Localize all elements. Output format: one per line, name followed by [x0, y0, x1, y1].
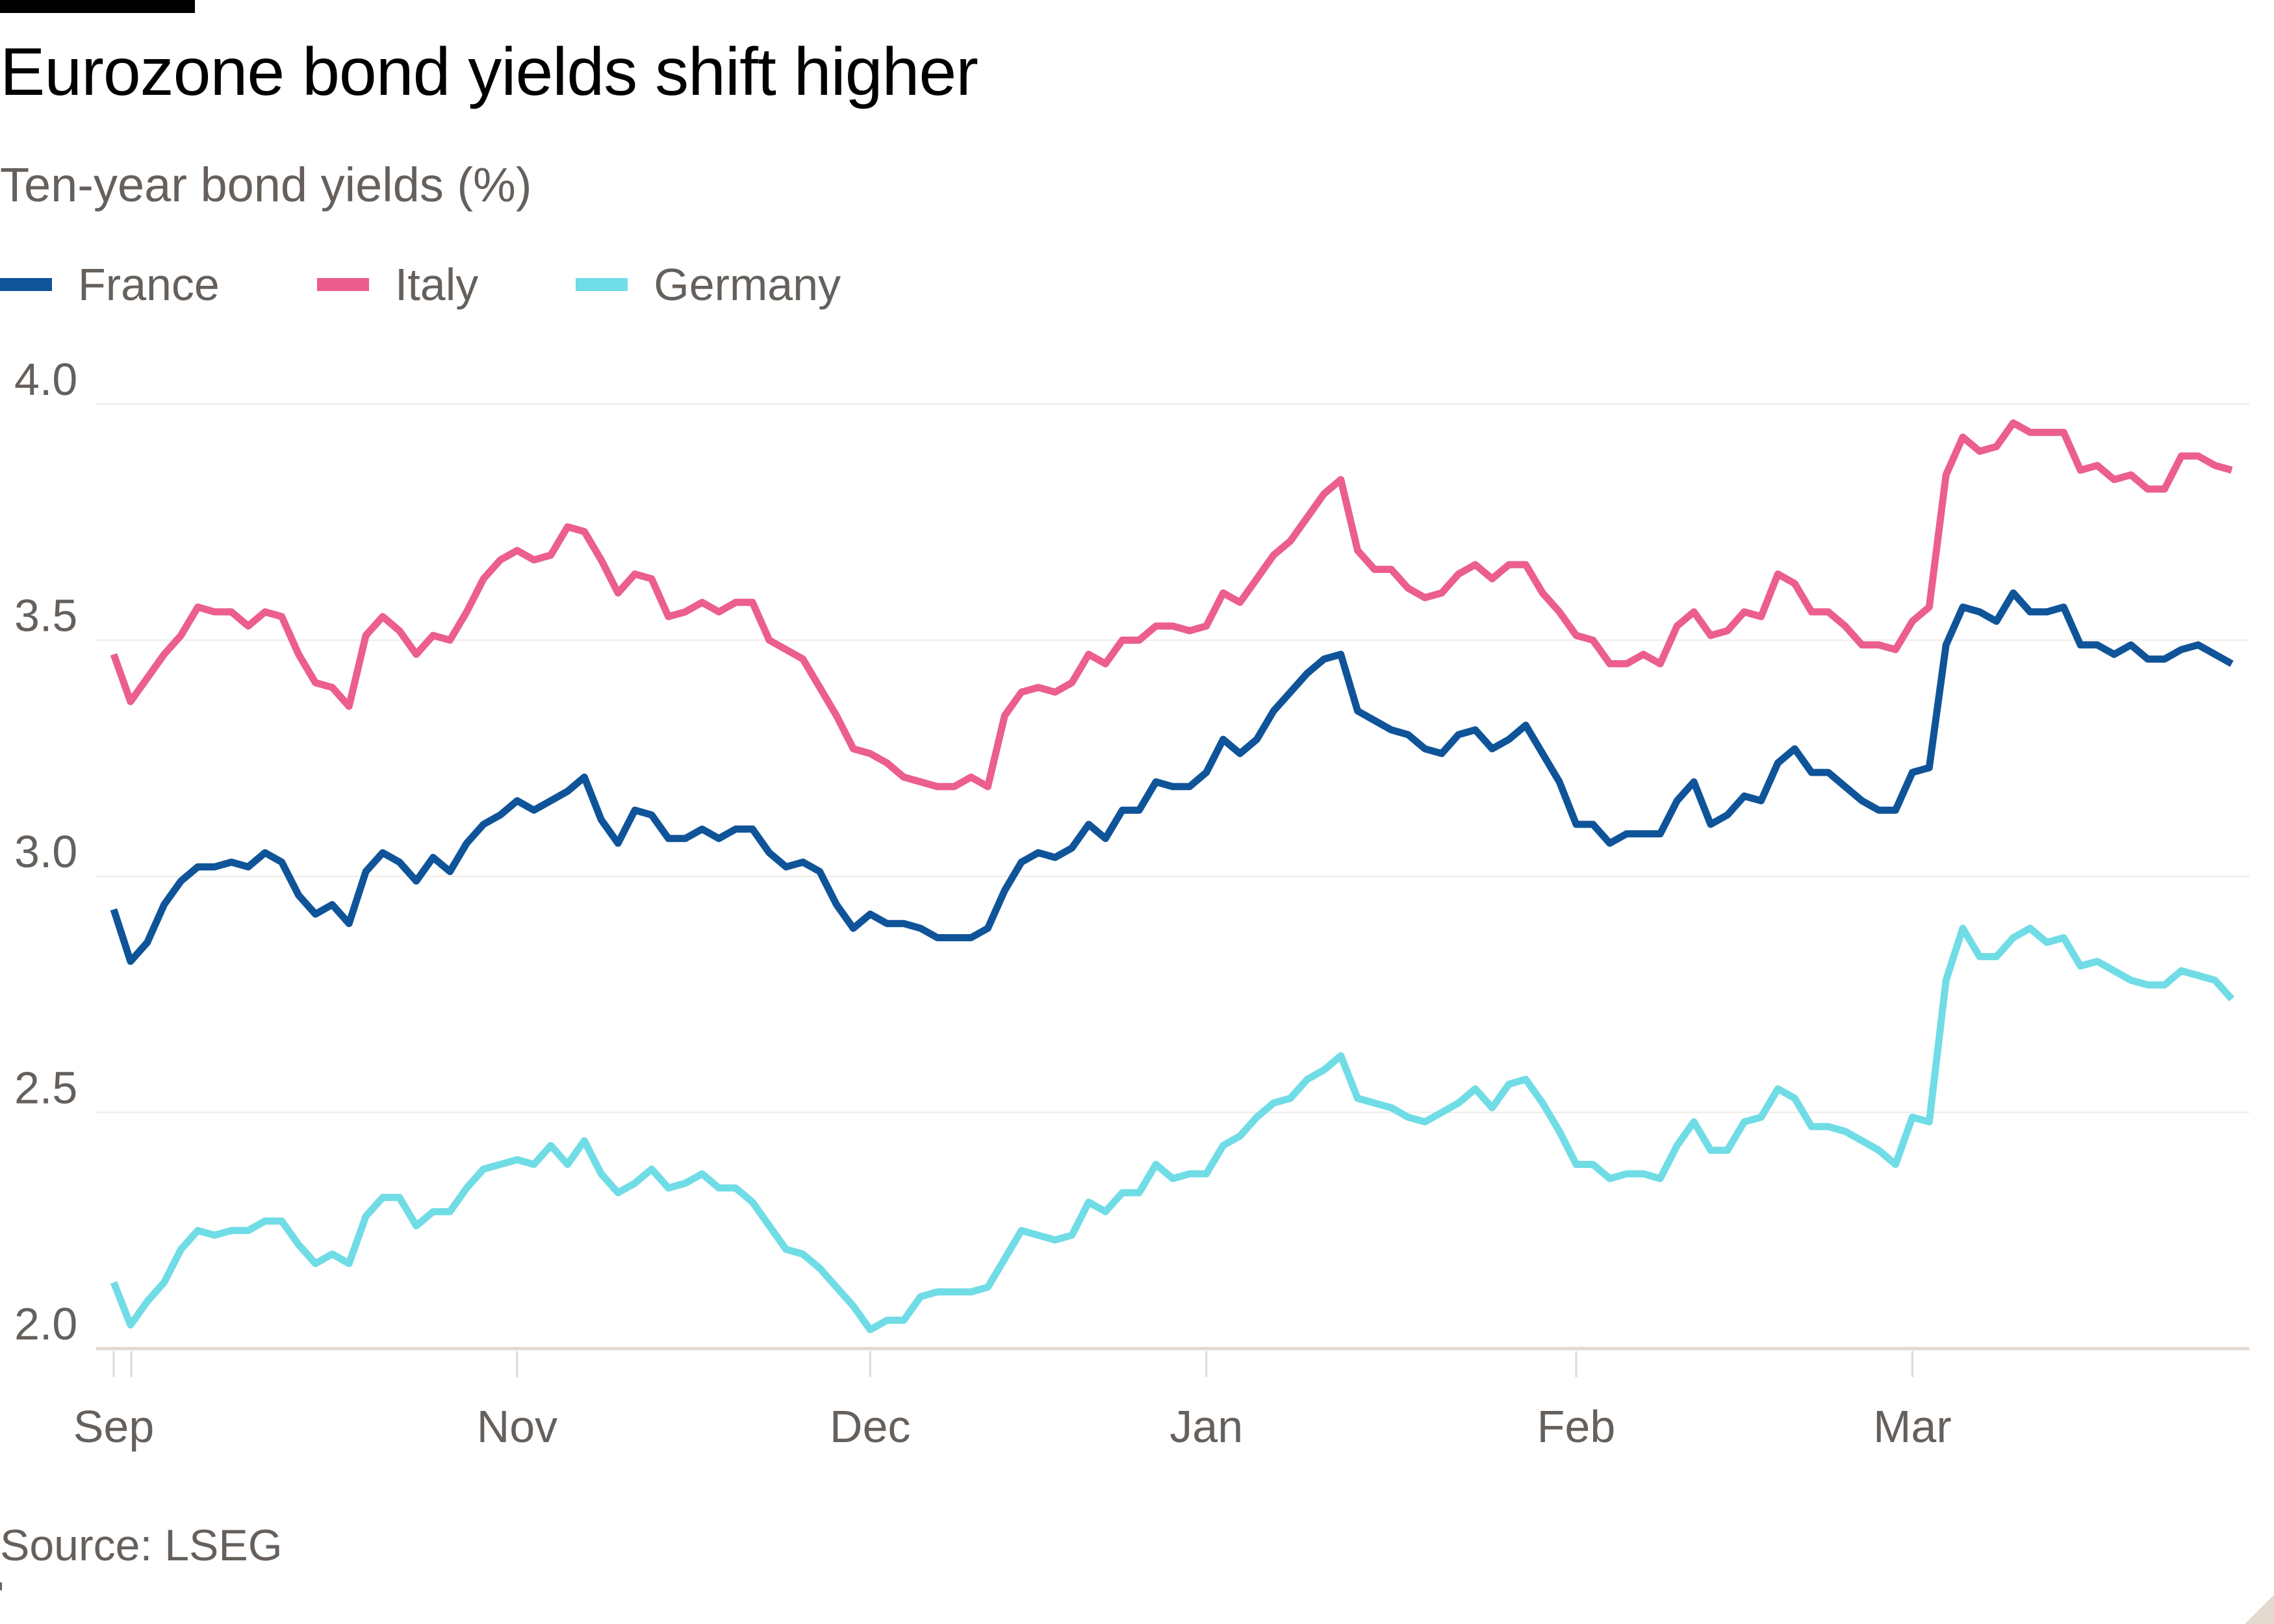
- x-tick-label: Mar: [1873, 1401, 1952, 1452]
- corner-fold: [2245, 1595, 2274, 1624]
- series-line-germany: [110, 924, 2235, 1334]
- chart-title: Eurozone bond yields shift higher: [0, 34, 978, 110]
- series-line-italy: [110, 419, 2233, 791]
- chart-subtitle: Ten-year bond yields (%): [0, 158, 532, 212]
- source-note: Source: LSEG: [0, 1521, 283, 1570]
- legend-swatch-germany: [576, 278, 628, 291]
- y-tick-label: 2.0: [14, 1299, 77, 1349]
- legend-label-germany: Germany: [654, 259, 841, 310]
- corner-mark: [0, 1582, 2, 1590]
- x-tick-label: Jan: [1169, 1401, 1243, 1452]
- legend-swatch-italy: [316, 278, 369, 291]
- x-tick-label: Feb: [1537, 1401, 1616, 1452]
- legend-label-france: France: [78, 259, 220, 310]
- brand-bar: [0, 0, 195, 13]
- x-tick-label: Nov: [477, 1401, 557, 1452]
- x-tick-label: Dec: [830, 1401, 910, 1452]
- legend-item-france: France: [0, 259, 220, 311]
- legend-item-germany: Germany: [576, 259, 841, 311]
- legend-label-italy: Italy: [394, 259, 479, 310]
- y-tick-label: 3.0: [14, 826, 77, 877]
- y-tick-label: 2.5: [14, 1063, 77, 1113]
- legend: France Italy Germany: [0, 259, 938, 311]
- legend-item-italy: Italy: [316, 259, 479, 311]
- y-tick-label: 4.0: [14, 354, 77, 405]
- legend-swatch-france: [0, 278, 52, 291]
- x-tick-label: Sep: [73, 1401, 155, 1452]
- series-line-france: [110, 589, 2234, 965]
- y-tick-label: 3.5: [14, 590, 77, 641]
